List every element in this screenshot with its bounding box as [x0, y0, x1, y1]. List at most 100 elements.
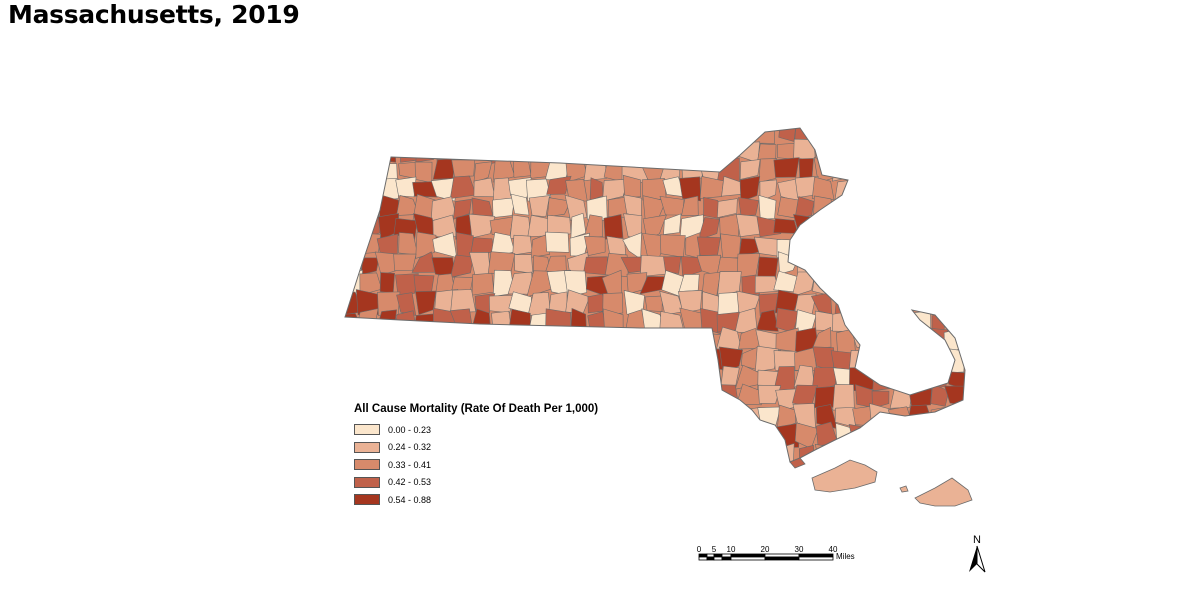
municipality — [925, 196, 947, 216]
island — [914, 477, 973, 507]
municipality — [962, 128, 965, 143]
municipality — [871, 155, 894, 180]
municipality — [679, 441, 704, 462]
municipality — [528, 195, 550, 218]
municipality — [970, 464, 990, 484]
municipality — [414, 327, 439, 354]
municipality — [452, 128, 476, 145]
municipality — [450, 367, 476, 393]
legend-swatch — [354, 476, 380, 488]
municipality — [760, 463, 778, 482]
municipality — [682, 143, 704, 164]
municipality — [605, 423, 628, 446]
legend-label: 0.42 - 0.53 — [388, 477, 432, 488]
municipality — [832, 384, 855, 411]
municipality — [966, 157, 984, 181]
municipality — [869, 309, 892, 336]
municipality — [514, 349, 527, 372]
legend-label: 0.24 - 0.32 — [388, 442, 432, 453]
municipality — [469, 328, 493, 353]
municipality — [415, 128, 435, 145]
municipality — [892, 128, 915, 140]
municipality — [508, 308, 532, 335]
municipality — [527, 327, 549, 353]
municipality — [870, 174, 896, 202]
municipality — [872, 215, 894, 237]
municipality — [345, 128, 361, 143]
municipality — [703, 403, 724, 427]
municipality — [491, 310, 513, 333]
municipality — [736, 128, 760, 142]
municipality — [910, 161, 932, 180]
municipality — [793, 214, 818, 236]
municipality — [832, 311, 853, 333]
municipality — [945, 288, 965, 312]
municipality — [396, 292, 417, 316]
scale-segment — [698, 556, 708, 561]
municipality — [643, 365, 665, 388]
municipality — [813, 255, 839, 272]
municipality — [662, 465, 685, 487]
municipality — [510, 128, 531, 142]
municipality — [470, 348, 493, 371]
municipality — [946, 441, 965, 462]
municipality — [889, 136, 912, 163]
municipality — [948, 214, 965, 235]
municipality — [602, 327, 624, 355]
municipality — [734, 460, 756, 462]
municipality — [345, 174, 359, 200]
municipality — [433, 368, 455, 387]
municipality — [679, 327, 704, 355]
scale-unit-label: Miles — [836, 552, 855, 561]
municipality — [642, 214, 667, 241]
municipality — [532, 368, 551, 393]
map-legend: All Cause Mortality (Rate Of Death Per 1… — [354, 403, 598, 509]
municipality — [681, 128, 705, 145]
municipality — [831, 274, 856, 298]
municipality — [758, 194, 777, 220]
municipality — [697, 423, 720, 450]
municipality — [471, 128, 493, 145]
municipality — [870, 328, 893, 349]
municipality — [970, 385, 988, 406]
municipality — [526, 128, 549, 143]
municipality — [848, 424, 877, 445]
municipality — [888, 309, 913, 334]
legend-swatch — [354, 459, 380, 471]
municipality — [584, 235, 606, 257]
municipality — [888, 175, 909, 202]
municipality — [949, 312, 965, 333]
municipality — [926, 175, 949, 201]
municipality — [473, 161, 493, 184]
municipality — [640, 463, 666, 483]
scale-bar: 0 5 10 20 30 40 Miles — [697, 545, 855, 561]
municipality — [605, 366, 629, 390]
municipality — [450, 254, 474, 278]
scale-segment — [713, 556, 723, 561]
municipality — [887, 425, 914, 445]
municipality — [345, 231, 360, 259]
municipality — [530, 234, 551, 258]
municipality — [872, 347, 892, 374]
municipality — [510, 193, 530, 216]
municipality — [679, 176, 701, 202]
scale-segment — [798, 556, 834, 561]
municipality — [925, 365, 950, 390]
municipality — [928, 236, 950, 260]
municipality — [887, 194, 910, 218]
municipality — [373, 128, 401, 144]
municipality — [835, 233, 856, 258]
municipality — [717, 425, 742, 447]
municipality — [833, 128, 854, 140]
municipality — [925, 142, 951, 158]
municipality — [836, 193, 857, 221]
municipality — [925, 442, 953, 462]
municipality — [512, 234, 533, 256]
legend-swatch — [354, 441, 380, 453]
municipality — [964, 233, 965, 253]
legend-item: 0.54 - 0.88 — [354, 491, 598, 509]
municipality — [794, 196, 815, 221]
municipality — [640, 441, 663, 462]
municipality — [755, 329, 781, 352]
municipality — [546, 175, 572, 195]
